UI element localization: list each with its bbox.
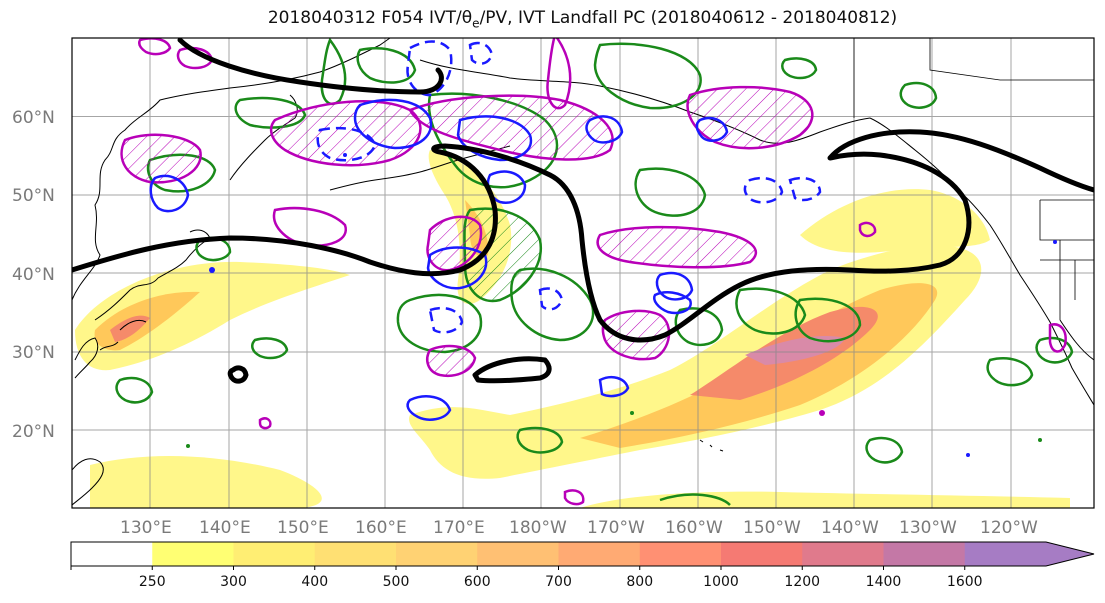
theta-e-hatched-region <box>464 208 541 301</box>
colorbar-segment <box>883 542 966 566</box>
hawaii <box>699 439 724 452</box>
ivt-shading <box>75 150 1070 508</box>
lon-label-170w: 170°W <box>587 518 645 538</box>
japan-coast <box>94 229 211 351</box>
lon-label-170e: 170°E <box>433 518 485 538</box>
map-title: 2018040312 F054 IVT/θe/PV, IVT Landfall … <box>0 8 1105 30</box>
colorbar-extend-arrow <box>964 542 1094 566</box>
colorbar-label: 300 <box>220 574 247 590</box>
lon-label-160w: 160°W <box>665 518 723 538</box>
colorbar-label: 1400 <box>866 574 902 590</box>
na-west-coast-2 <box>1059 319 1094 361</box>
lat-label-30: 30°N <box>12 343 55 363</box>
colorbar-label: 400 <box>301 574 328 590</box>
colorbar-segment <box>721 542 803 566</box>
pv-negative-dashed <box>316 40 822 334</box>
colorbar-segment <box>802 542 884 566</box>
colorbar-label: 800 <box>626 574 653 590</box>
asia-coast <box>72 38 391 301</box>
borders <box>853 38 1094 320</box>
latitude-labels: 60°N 50°N 40°N 30°N 20°N <box>12 108 55 442</box>
map-frame <box>71 37 1095 509</box>
lon-label-180w: 180°W <box>509 518 567 538</box>
lon-label-140e: 140°E <box>199 518 251 538</box>
ph-coast <box>72 458 104 506</box>
colorbar-label: 250 <box>139 574 166 590</box>
colorbar-label: 1600 <box>947 574 983 590</box>
colorbar-segment <box>477 542 559 566</box>
lat-label-20: 20°N <box>12 422 55 442</box>
lat-label-40: 40°N <box>12 265 55 285</box>
landfall-pc-north-line <box>177 38 444 95</box>
colorbar: 250 300 400 500 600 700 800 1000 1200 1400 1600 <box>70 541 1095 590</box>
colorbar-under-segment <box>71 542 152 566</box>
colorbar-label: 1000 <box>703 574 739 590</box>
colorbar-label: 700 <box>545 574 572 590</box>
colorbar-segment <box>639 542 722 566</box>
landfall-pc-main-line <box>72 129 1094 343</box>
landfall-pc-ring-west <box>227 365 249 384</box>
lon-label-140w: 140°W <box>821 518 879 538</box>
lon-label-160e: 160°E <box>355 518 407 538</box>
ivt-plume-main <box>409 245 982 479</box>
title-text: 2018040312 F054 IVT/θe/PV, IVT Landfall … <box>267 8 898 31</box>
colorbar-outline <box>70 541 1095 567</box>
colorbar-segment <box>314 542 397 566</box>
lat-label-60: 60°N <box>12 108 55 128</box>
lon-label-130e: 130°E <box>120 518 172 538</box>
alaska-coast <box>419 59 871 144</box>
lat-label-50: 50°N <box>12 186 55 206</box>
colorbar-segment <box>233 542 316 566</box>
lon-label-130w: 130°W <box>899 518 957 538</box>
colorbar-label: 500 <box>383 574 410 590</box>
colorbar-segment <box>152 542 234 566</box>
korea-coast <box>74 337 99 379</box>
colorbar-segment <box>558 542 641 566</box>
longitude-labels: 130°E 140°E 150°E 160°E 170°E 180°W 170°… <box>120 518 1038 538</box>
landfall-pc-contours <box>72 38 1094 384</box>
colorbar-label: 1200 <box>784 574 820 590</box>
pv-positive-hatching <box>121 87 813 376</box>
scattered-markers <box>186 153 1057 457</box>
landfall-pc-closed-east <box>472 356 552 384</box>
colorbar-label: 600 <box>464 574 491 590</box>
lon-label-120w: 120°W <box>980 518 1038 538</box>
colorbar-segment <box>396 542 478 566</box>
lon-label-150w: 150°W <box>743 518 801 538</box>
lon-label-150e: 150°E <box>277 518 329 538</box>
ivt-plume-west <box>75 261 350 371</box>
na-west-coast <box>869 117 1094 406</box>
